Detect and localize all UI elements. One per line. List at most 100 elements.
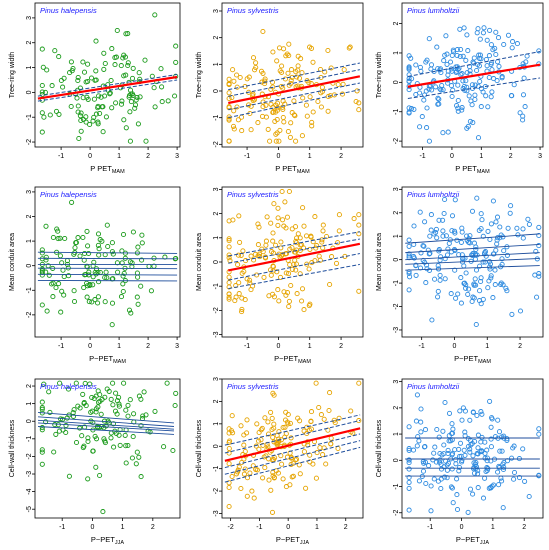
data-point bbox=[136, 70, 142, 76]
data-point bbox=[41, 381, 47, 387]
data-point bbox=[108, 396, 114, 402]
data-point bbox=[121, 380, 127, 386]
data-point bbox=[60, 84, 66, 90]
data-point bbox=[101, 425, 107, 431]
data-point bbox=[406, 237, 412, 243]
data-point bbox=[428, 508, 434, 514]
data-point bbox=[469, 298, 475, 305]
x-axis-label-subscript: MAM bbox=[112, 169, 125, 175]
y-axis-label: Cell-wall thickness bbox=[9, 419, 16, 477]
data-point bbox=[520, 235, 526, 241]
data-point bbox=[50, 294, 56, 300]
data-point bbox=[325, 47, 331, 54]
data-point bbox=[472, 252, 478, 258]
data-point bbox=[462, 429, 468, 435]
data-point bbox=[66, 473, 72, 479]
x-axis-label: P PETMAM bbox=[90, 164, 125, 175]
data-point bbox=[56, 54, 62, 60]
data-point bbox=[505, 32, 512, 38]
y-tick-label: -3 bbox=[213, 510, 220, 516]
data-point bbox=[287, 482, 293, 488]
data-point bbox=[310, 109, 316, 115]
data-point bbox=[499, 75, 505, 81]
data-point bbox=[321, 416, 327, 422]
x-axis-label: P PETMAM bbox=[275, 164, 310, 175]
data-point bbox=[440, 233, 446, 239]
data-point bbox=[127, 109, 133, 115]
data-point bbox=[449, 52, 455, 59]
y-tick-label: -1 bbox=[393, 109, 400, 115]
data-point bbox=[97, 237, 103, 243]
x-axis-label-main: P−PET bbox=[91, 535, 115, 544]
data-point bbox=[482, 249, 489, 255]
data-point bbox=[320, 222, 326, 228]
x-tick-label: 0 bbox=[90, 524, 94, 531]
x-axis-label-main: P PET bbox=[275, 164, 297, 173]
data-point bbox=[450, 426, 456, 432]
confidence-band bbox=[228, 253, 360, 281]
y-tick-label: -1 bbox=[393, 483, 400, 489]
data-point bbox=[251, 495, 257, 501]
x-tick-label: 2 bbox=[339, 343, 343, 350]
data-point bbox=[286, 41, 292, 47]
data-point bbox=[446, 410, 453, 416]
data-point bbox=[107, 90, 113, 96]
data-point bbox=[230, 67, 236, 73]
data-point bbox=[246, 102, 252, 108]
data-point bbox=[406, 479, 412, 485]
data-point bbox=[469, 82, 475, 88]
data-point bbox=[340, 81, 346, 87]
x-axis-label-subscript: MAM bbox=[298, 359, 311, 365]
data-point bbox=[273, 440, 279, 446]
data-point bbox=[56, 111, 62, 117]
data-point bbox=[509, 455, 515, 461]
data-point bbox=[286, 188, 292, 195]
data-point bbox=[494, 241, 500, 247]
data-point bbox=[452, 197, 458, 203]
data-point bbox=[226, 484, 232, 491]
data-point bbox=[488, 436, 494, 442]
data-point bbox=[262, 78, 268, 84]
data-point bbox=[121, 270, 127, 276]
data-point bbox=[281, 119, 287, 125]
data-point bbox=[164, 380, 170, 386]
data-point bbox=[118, 101, 125, 107]
data-point bbox=[460, 53, 466, 59]
data-point bbox=[256, 438, 262, 444]
x-tick-label: 1 bbox=[121, 524, 125, 531]
data-point bbox=[126, 307, 133, 313]
y-tick-label: -3 bbox=[213, 331, 220, 337]
data-point bbox=[172, 93, 178, 99]
data-point bbox=[236, 280, 242, 286]
regression-line bbox=[37, 75, 178, 100]
data-point bbox=[77, 85, 83, 91]
y-axis-label: Mean conduit area bbox=[9, 233, 16, 291]
data-point bbox=[226, 138, 232, 144]
data-point bbox=[104, 275, 110, 281]
data-point bbox=[499, 478, 505, 484]
data-point bbox=[448, 484, 454, 490]
data-point bbox=[78, 128, 84, 134]
confidence-band bbox=[228, 62, 360, 91]
data-point bbox=[226, 236, 232, 242]
data-point bbox=[269, 457, 275, 463]
data-point bbox=[284, 51, 290, 57]
data-point bbox=[39, 405, 45, 411]
y-tick-label: 2 bbox=[393, 22, 400, 26]
data-point bbox=[421, 243, 427, 249]
data-point bbox=[112, 408, 119, 414]
data-point bbox=[536, 224, 542, 230]
data-point bbox=[39, 406, 45, 412]
data-point bbox=[267, 138, 273, 144]
panel-frame bbox=[401, 378, 544, 519]
data-point bbox=[39, 447, 45, 453]
data-point bbox=[468, 442, 474, 448]
data-point bbox=[275, 287, 281, 293]
x-axis-label-subscript: JJA bbox=[300, 540, 310, 546]
data-point bbox=[47, 409, 53, 415]
data-point bbox=[291, 98, 297, 104]
data-point bbox=[135, 121, 141, 127]
data-point bbox=[89, 394, 95, 401]
data-point bbox=[480, 259, 486, 265]
